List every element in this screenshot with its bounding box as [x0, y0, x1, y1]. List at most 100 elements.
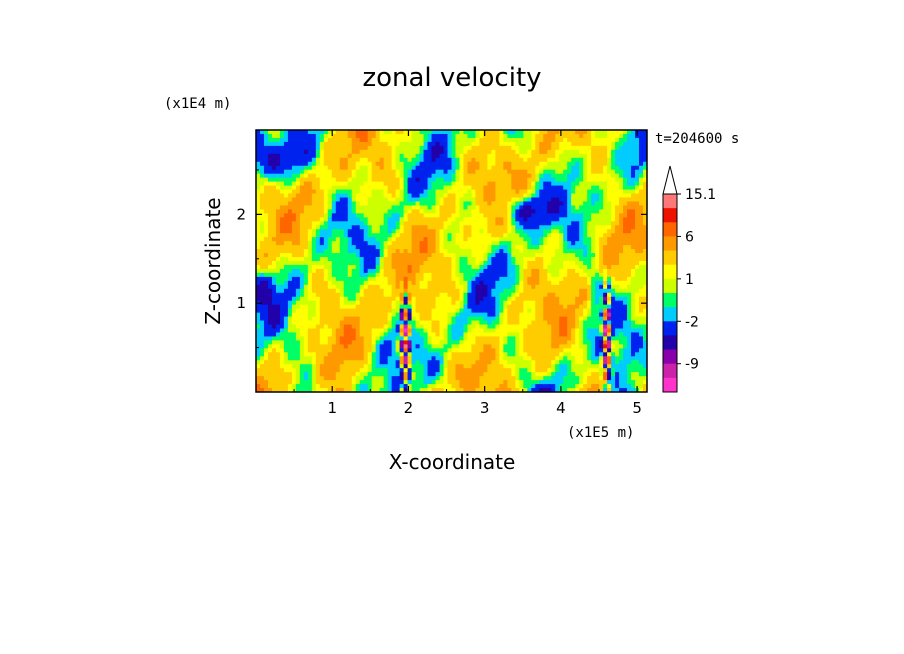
field-cell [475, 268, 481, 274]
field-cell [451, 169, 457, 175]
field-cell [423, 193, 429, 199]
field-cell [411, 348, 417, 353]
field-cell [315, 324, 321, 330]
field-cell [287, 288, 293, 294]
field-cell [271, 344, 277, 349]
field-cell [303, 197, 309, 203]
field-cell [527, 149, 532, 155]
field-cell [483, 376, 489, 381]
field-cell [295, 201, 301, 207]
field-cell [303, 157, 309, 163]
field-cell [267, 193, 273, 199]
field-cell [519, 264, 524, 270]
field-cell [267, 213, 273, 218]
field-cell [379, 241, 385, 246]
field-cell [351, 177, 357, 183]
field-cell [451, 261, 457, 266]
field-cell [311, 268, 317, 274]
field-cell [331, 221, 337, 226]
field-cell [256, 292, 261, 298]
field-cell [256, 352, 261, 357]
field-cell [499, 157, 504, 163]
field-cell [431, 328, 437, 334]
field-cell [415, 308, 421, 314]
field-cell [447, 213, 453, 218]
field-cell [387, 384, 393, 389]
field-cell [367, 344, 373, 349]
field-cell [507, 153, 512, 159]
field-cell [515, 308, 520, 314]
field-cell [319, 189, 325, 195]
field-cell [379, 145, 385, 151]
field-cell [443, 264, 449, 270]
field-cell [499, 261, 504, 266]
field-cell [463, 328, 469, 334]
field-cell [323, 241, 329, 246]
field-cell [263, 205, 269, 210]
field-cell [439, 161, 445, 167]
field-cell [319, 141, 325, 147]
field-cell [439, 296, 445, 302]
field-cell [471, 181, 477, 187]
field-cell [287, 241, 293, 246]
field-cell [279, 173, 285, 179]
field-cell [499, 165, 504, 171]
field-cell [487, 197, 492, 203]
field-cell [479, 221, 485, 226]
field-cell [411, 384, 417, 389]
field-cell [491, 300, 496, 306]
field-cell [275, 388, 281, 392]
field-cell [355, 344, 361, 349]
field-cell [359, 316, 365, 322]
field-cell [543, 304, 548, 310]
field-cell [491, 137, 496, 143]
field-cell [491, 237, 496, 242]
field-cell [423, 384, 429, 389]
field-cell [391, 193, 397, 199]
field-cell [263, 352, 269, 357]
field-cell [527, 364, 532, 369]
field-cell [259, 185, 265, 191]
field-cell [347, 288, 353, 294]
field-cell [256, 157, 261, 163]
field-cell [287, 237, 293, 242]
field-cell [551, 193, 556, 199]
field-cell [339, 364, 345, 369]
field-cell [463, 249, 469, 254]
field-cell [283, 288, 289, 294]
field-cell [407, 237, 413, 242]
field-cell [527, 169, 532, 175]
field-cell [395, 376, 401, 381]
field-cell [391, 153, 397, 159]
field-cell [463, 205, 469, 210]
field-cell [351, 137, 357, 143]
field-cell [275, 201, 281, 207]
field-cell [323, 288, 329, 294]
field-cell [411, 225, 417, 230]
field-cell [339, 348, 345, 353]
field-cell [319, 268, 325, 274]
field-cell [519, 328, 524, 334]
field-cell [327, 177, 333, 183]
field-cell [547, 173, 552, 179]
field-cell [471, 261, 477, 266]
field-cell [451, 264, 457, 270]
field-cell [379, 133, 385, 139]
field-cell [279, 213, 285, 218]
field-cell [331, 340, 337, 345]
field-cell [391, 133, 397, 139]
field-cell [539, 153, 544, 159]
field-cell [383, 388, 389, 392]
field-cell [319, 221, 325, 226]
field-cell [395, 276, 401, 282]
field-cell [343, 316, 349, 322]
field-cell [487, 268, 492, 274]
field-cell [495, 296, 500, 302]
field-cell [355, 356, 361, 361]
field-cell [515, 316, 520, 322]
field-cell [275, 316, 281, 322]
field-cell [263, 245, 269, 250]
field-cell [263, 264, 269, 270]
field-cell [371, 213, 377, 218]
field-cell [275, 237, 281, 242]
